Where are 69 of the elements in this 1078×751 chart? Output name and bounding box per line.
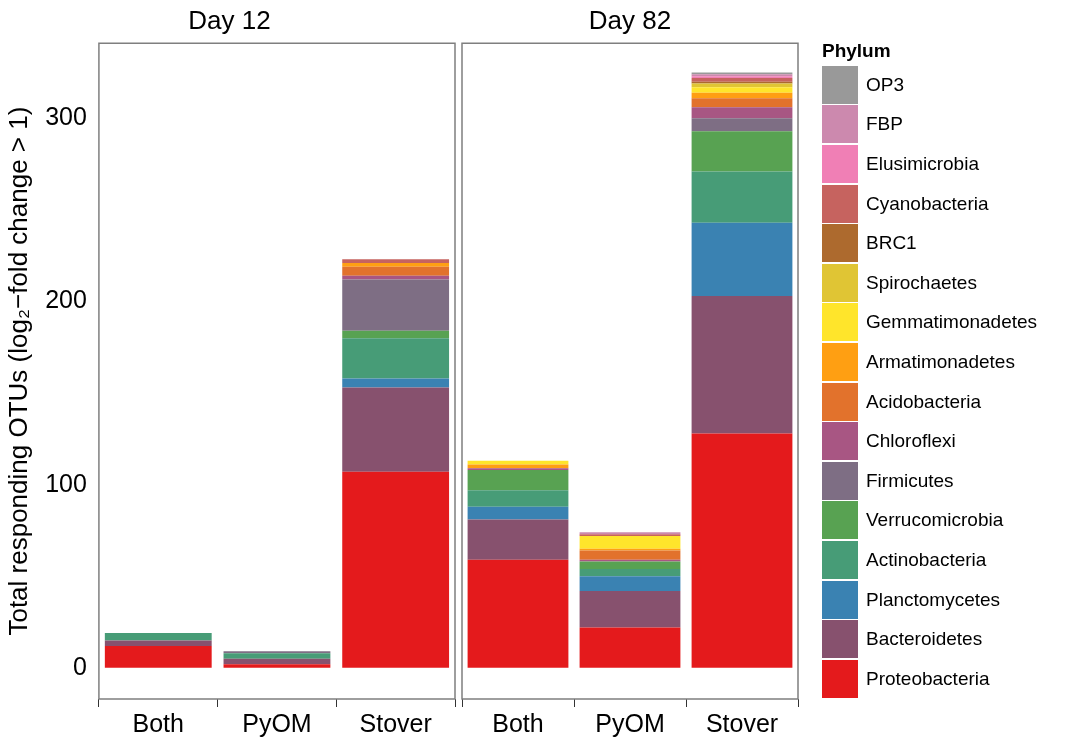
bar: [691, 107, 793, 119]
bar: [342, 338, 450, 379]
bar: [467, 519, 569, 560]
bar: [467, 460, 569, 465]
bar: [223, 653, 331, 659]
legend-label: Proteobacteria: [866, 667, 990, 690]
legend-label: Acidobacteria: [866, 390, 982, 413]
bar: [579, 568, 681, 577]
legend-label: Chloroflexi: [866, 430, 956, 453]
legend-label: Elusimicrobia: [866, 152, 979, 175]
y-tick-label: 200: [45, 285, 87, 314]
bar: [342, 471, 450, 668]
chart-title: Day 82: [588, 4, 672, 35]
y-tick-label: 300: [45, 102, 87, 131]
bar: [467, 506, 569, 520]
bar: [691, 118, 793, 132]
legend-label: Bacteroidetes: [866, 628, 983, 651]
bar: [691, 295, 793, 434]
bar: [342, 279, 450, 331]
legend-label: OP3: [866, 73, 905, 96]
bar: [104, 640, 212, 646]
x-tick-label: Stover: [359, 708, 432, 737]
bar: [467, 559, 569, 668]
bar: [579, 535, 681, 549]
legend-label: Spirochaetes: [866, 271, 977, 294]
bar: [579, 576, 681, 591]
y-tick-label: 100: [45, 468, 87, 497]
bar: [467, 470, 569, 491]
bar: [342, 259, 450, 264]
bar: [691, 171, 793, 223]
bar: [104, 633, 212, 641]
legend-label: Firmicutes: [866, 469, 954, 492]
legend-label: BRC1: [866, 232, 917, 255]
bar: [579, 590, 681, 628]
bar: [342, 263, 450, 267]
x-tick-label: PyOM: [595, 708, 665, 737]
legend-label: FBP: [866, 113, 903, 136]
legend-label: Cyanobacteria: [866, 192, 989, 215]
x-tick-label: PyOM: [242, 708, 312, 737]
y-axis-title: Total responding OTUs (log₂−fold change > 1): [2, 106, 33, 636]
bar: [691, 98, 793, 108]
bar: [579, 627, 681, 668]
bar: [342, 330, 450, 339]
x-tick-label: Stover: [705, 708, 779, 737]
x-tick-label: Both: [132, 708, 184, 737]
bar: [691, 433, 793, 668]
legend-label: Verrucomicrobia: [866, 509, 1004, 532]
bar: [342, 275, 450, 280]
legend-label: Actinobacteria: [866, 548, 987, 571]
legend-title: Phylum: [822, 40, 892, 62]
y-tick-label: 0: [73, 651, 87, 680]
bar: [467, 490, 569, 507]
bar: [579, 550, 681, 560]
bar: [691, 87, 793, 93]
bar: [691, 92, 793, 99]
bar: [342, 266, 450, 276]
bar: [223, 664, 331, 668]
bar: [691, 222, 793, 296]
bar: [691, 131, 793, 172]
bar: [223, 658, 331, 665]
legend-label: Planctomycetes: [866, 588, 1001, 611]
legend-label: Armatimonadetes: [866, 350, 1015, 373]
bar: [342, 378, 450, 388]
bar: [579, 561, 681, 569]
x-tick-label: Both: [492, 708, 544, 737]
bar: [342, 387, 450, 472]
legend-label: Gemmatimonadetes: [866, 311, 1038, 334]
chart-title: Day 12: [188, 4, 271, 35]
bar: [104, 645, 212, 668]
